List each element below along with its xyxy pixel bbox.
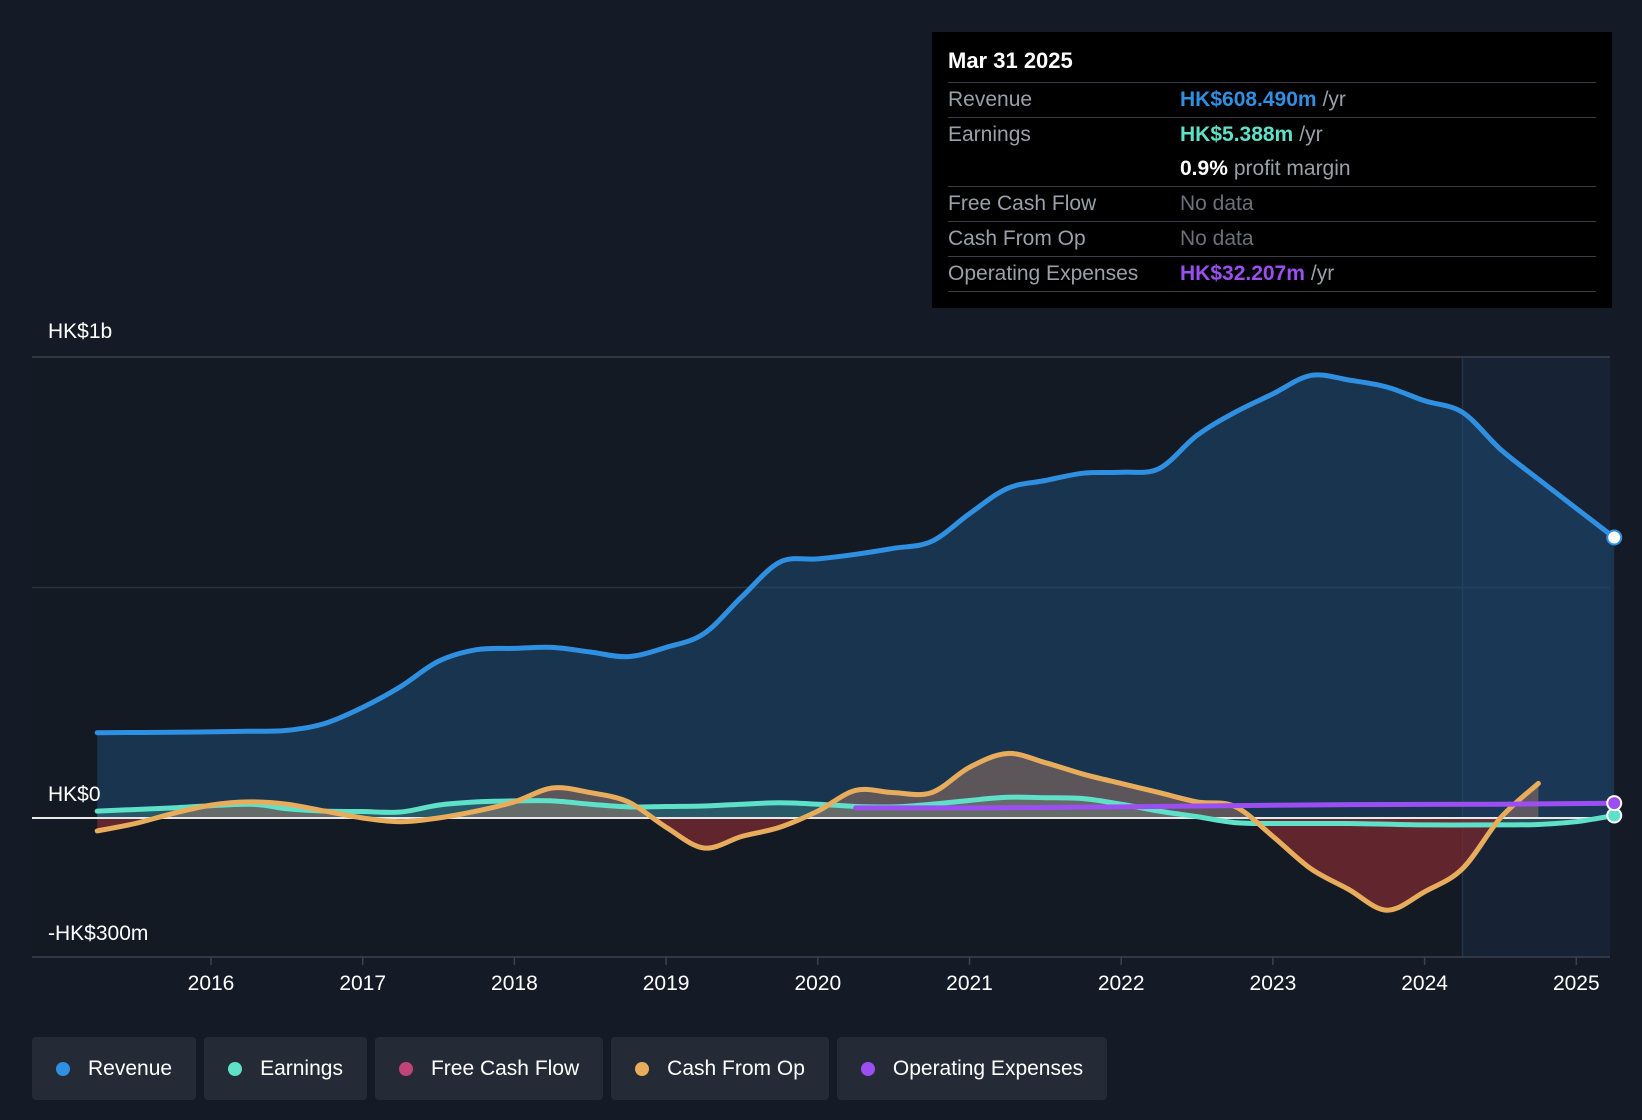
tooltip-unit: /yr — [1310, 262, 1335, 285]
tooltip-row-cfo: Cash From Op No data — [948, 221, 1596, 256]
dot-icon — [228, 1061, 243, 1076]
tooltip: Mar 31 2025 Revenue HK$608.490m /yr Earn… — [932, 32, 1612, 308]
x-tick-label: 2020 — [794, 972, 841, 995]
x-tick-label: 2021 — [946, 972, 993, 995]
y-tick-label-zero: HK$0 — [48, 783, 101, 806]
tooltip-row-margin: 0.9% profit margin — [948, 152, 1596, 186]
tooltip-label: Free Cash Flow — [948, 192, 1097, 215]
tooltip-label: Operating Expenses — [948, 262, 1139, 285]
operating-expenses-end-marker — [1606, 795, 1623, 812]
tooltip-value: HK$32.207m — [1180, 262, 1305, 285]
earnings-line — [94, 794, 1617, 828]
legend-label: Revenue — [88, 1056, 173, 1080]
dot-icon — [635, 1061, 650, 1076]
tooltip-unit: profit margin — [1233, 157, 1351, 180]
cash-from-op-line — [94, 750, 1541, 913]
dot-icon — [56, 1061, 70, 1076]
tooltip-row-fcf: Free Cash Flow No data — [948, 186, 1596, 221]
cash-from-op-area-negative — [97, 818, 1539, 911]
tooltip-label: Cash From Op — [948, 227, 1086, 250]
tooltip-unit: /yr — [1322, 88, 1346, 111]
tooltip-value: HK$608.490m — [1180, 88, 1317, 111]
legend-item-free-cash-flow[interactable]: Free Cash Flow — [374, 1037, 604, 1100]
y-tick-label-bottom: -HK$300m — [48, 922, 149, 945]
revenue-line — [94, 372, 1617, 736]
revenue-area — [97, 374, 1615, 818]
dot-icon — [860, 1061, 875, 1076]
x-tick-label: 2023 — [1250, 972, 1297, 995]
x-tick-label: 2025 — [1553, 972, 1600, 995]
legend-label: Free Cash Flow — [430, 1056, 580, 1080]
legend-item-operating-expenses[interactable]: Operating Expenses — [836, 1037, 1108, 1100]
tooltip-row-earnings: Earnings HK$5.388m /yr — [948, 117, 1596, 152]
y-tick-label-top: HK$1b — [48, 320, 113, 343]
x-tick-label: 2019 — [643, 972, 690, 995]
tooltip-value: 0.9% — [1180, 157, 1228, 180]
revenue-end-marker — [1606, 529, 1623, 546]
legend-label: Operating Expenses — [892, 1056, 1084, 1080]
legend-item-cash-from-op[interactable]: Cash From Op — [611, 1037, 829, 1100]
cash-from-op-area-positive — [97, 753, 1539, 818]
legend-item-earnings[interactable]: Earnings — [204, 1037, 367, 1100]
legend-item-revenue[interactable]: Revenue — [32, 1037, 197, 1100]
tooltip-label: Earnings — [948, 123, 1031, 146]
legend-label: Cash From Op — [667, 1056, 805, 1080]
operating-expenses-line — [853, 800, 1617, 811]
tooltip-date: Mar 31 2025 — [948, 48, 1073, 73]
tooltip-value: No data — [1180, 227, 1254, 250]
tooltip-row-revenue: Revenue HK$608.490m /yr — [948, 82, 1596, 117]
tooltip-row-opex: Operating Expenses HK$32.207m /yr — [948, 256, 1596, 292]
x-tick-label: 2024 — [1401, 972, 1448, 995]
x-tick-label: 2022 — [1098, 972, 1145, 995]
dot-icon — [398, 1061, 413, 1076]
tooltip-value: HK$5.388m — [1180, 123, 1294, 146]
legend-label: Earnings — [260, 1056, 343, 1080]
tooltip-label: Revenue — [948, 88, 1033, 111]
x-tick-label: 2018 — [491, 972, 538, 995]
tooltip-value: No data — [1180, 192, 1254, 215]
legend: Revenue Earnings Free Cash Flow Cash Fro… — [32, 1037, 1108, 1100]
tooltip-unit: /yr — [1299, 123, 1323, 146]
x-tick-label: 2016 — [188, 972, 235, 995]
x-tick-label: 2017 — [339, 972, 386, 995]
